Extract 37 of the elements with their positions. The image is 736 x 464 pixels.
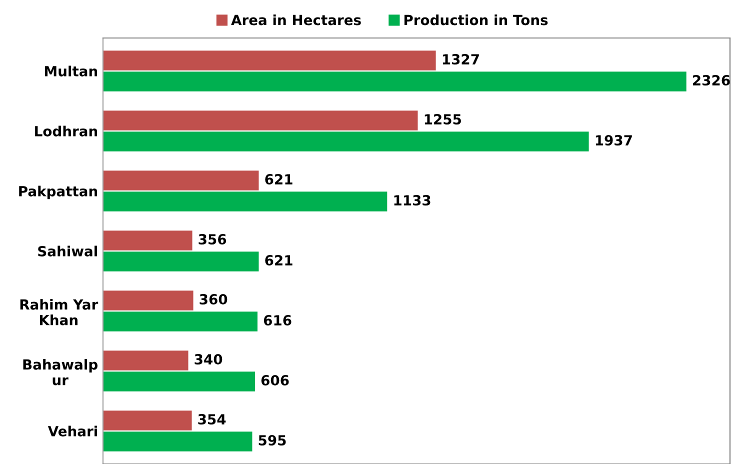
bar bbox=[103, 50, 436, 70]
bar bbox=[103, 312, 258, 332]
data-label: 360 bbox=[200, 294, 228, 305]
data-label: 621 bbox=[265, 255, 292, 266]
data-label: 356 bbox=[198, 234, 226, 245]
y-tick-label: Pakpattan bbox=[19, 186, 98, 200]
bar bbox=[103, 110, 418, 130]
data-label: 1937 bbox=[596, 135, 632, 146]
data-label: 616 bbox=[264, 315, 292, 326]
y-tick-label: Lodhran bbox=[35, 126, 98, 136]
data-label: 1327 bbox=[442, 54, 479, 65]
data-label: 1133 bbox=[394, 195, 430, 206]
data-label: 621 bbox=[265, 174, 292, 185]
legend-label: Area in Hectares bbox=[231, 14, 361, 26]
data-label: 1255 bbox=[424, 114, 461, 125]
bar bbox=[103, 410, 192, 430]
bar bbox=[103, 132, 589, 152]
data-label: 354 bbox=[198, 414, 226, 425]
bar bbox=[103, 432, 252, 452]
y-tick-label: Rahim Yar Khan bbox=[20, 299, 98, 326]
bar bbox=[103, 192, 388, 212]
bar bbox=[103, 372, 255, 392]
y-tick-label: Vehari bbox=[48, 426, 97, 436]
bar bbox=[103, 290, 194, 310]
data-label: 606 bbox=[261, 375, 289, 386]
y-tick-label: Bahawalp ur bbox=[23, 359, 98, 386]
data-label: 2326 bbox=[693, 75, 730, 86]
y-tick-label: Sahiwal bbox=[38, 246, 97, 256]
y-tick-label: Multan bbox=[45, 66, 98, 76]
bar bbox=[103, 252, 259, 272]
data-label: 595 bbox=[258, 435, 286, 446]
bar bbox=[103, 350, 188, 370]
bar bbox=[103, 170, 259, 190]
legend-label: Production in Tons bbox=[404, 14, 548, 26]
data-label: 340 bbox=[194, 354, 222, 365]
bar bbox=[103, 72, 686, 92]
bar bbox=[103, 230, 192, 250]
